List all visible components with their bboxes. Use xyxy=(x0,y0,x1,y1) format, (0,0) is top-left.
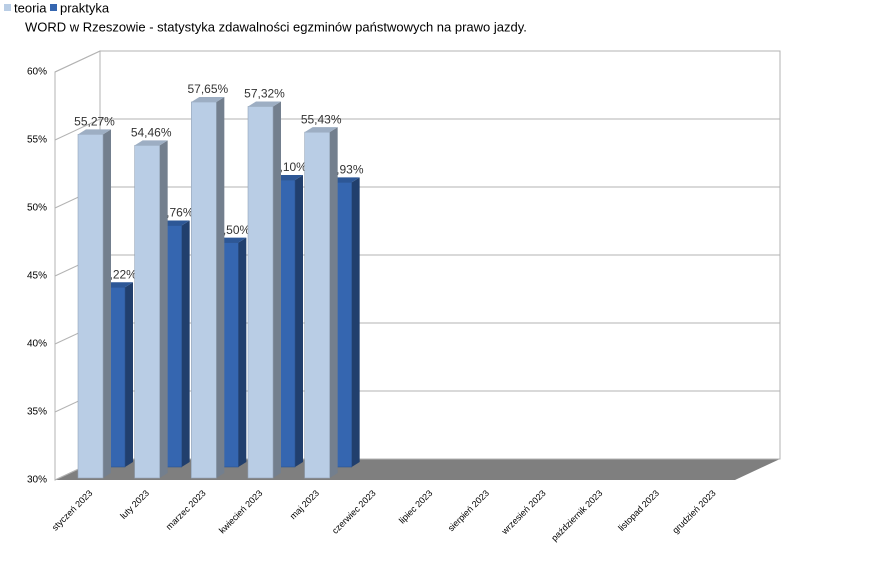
y-tick-label: 40% xyxy=(27,339,47,350)
bar-side xyxy=(238,237,247,467)
bar-side xyxy=(273,101,281,478)
bar xyxy=(247,101,281,479)
y-tick-label: 60% xyxy=(27,67,47,78)
bar-front xyxy=(247,106,274,479)
chart-title: WORD w Rzeszowie - statystyka zdawalnośc… xyxy=(25,19,527,34)
bar-side xyxy=(159,140,168,478)
y-tick-label: 55% xyxy=(27,135,47,146)
bar-top xyxy=(134,140,168,146)
bar-side xyxy=(125,282,133,467)
bar-side xyxy=(295,175,303,468)
data-label: 55,43% xyxy=(301,112,342,126)
bar xyxy=(191,96,225,479)
bar-front xyxy=(77,134,104,479)
bar-top xyxy=(248,101,281,107)
bar-top xyxy=(191,96,225,102)
y-tick-label: 45% xyxy=(27,271,47,282)
grid-line xyxy=(54,118,780,141)
bar-side xyxy=(181,220,190,467)
legend-label: teoria xyxy=(14,0,47,15)
bar-side xyxy=(329,127,338,478)
legend-swatch xyxy=(50,4,57,11)
data-label: 54,46% xyxy=(131,126,172,140)
grid-line xyxy=(54,50,780,73)
bar-front xyxy=(191,101,217,479)
bar-side xyxy=(103,129,111,478)
legend-swatch xyxy=(4,4,11,11)
data-label: 57,65% xyxy=(187,82,228,96)
y-tick-label: 30% xyxy=(27,475,47,486)
y-tick-label: 35% xyxy=(27,407,47,418)
legend-label: praktyka xyxy=(60,0,110,15)
bar xyxy=(304,127,338,479)
data-label: 55,27% xyxy=(74,114,115,128)
bar-top xyxy=(78,129,111,135)
bar-front xyxy=(134,145,160,479)
bar xyxy=(77,129,111,479)
y-tick-label: 50% xyxy=(27,203,47,214)
bar-side xyxy=(216,96,225,479)
bar xyxy=(134,140,168,479)
bar-front xyxy=(304,131,330,479)
bar-side xyxy=(351,177,360,468)
bar-top xyxy=(304,127,338,133)
data-label: 57,32% xyxy=(244,87,285,101)
